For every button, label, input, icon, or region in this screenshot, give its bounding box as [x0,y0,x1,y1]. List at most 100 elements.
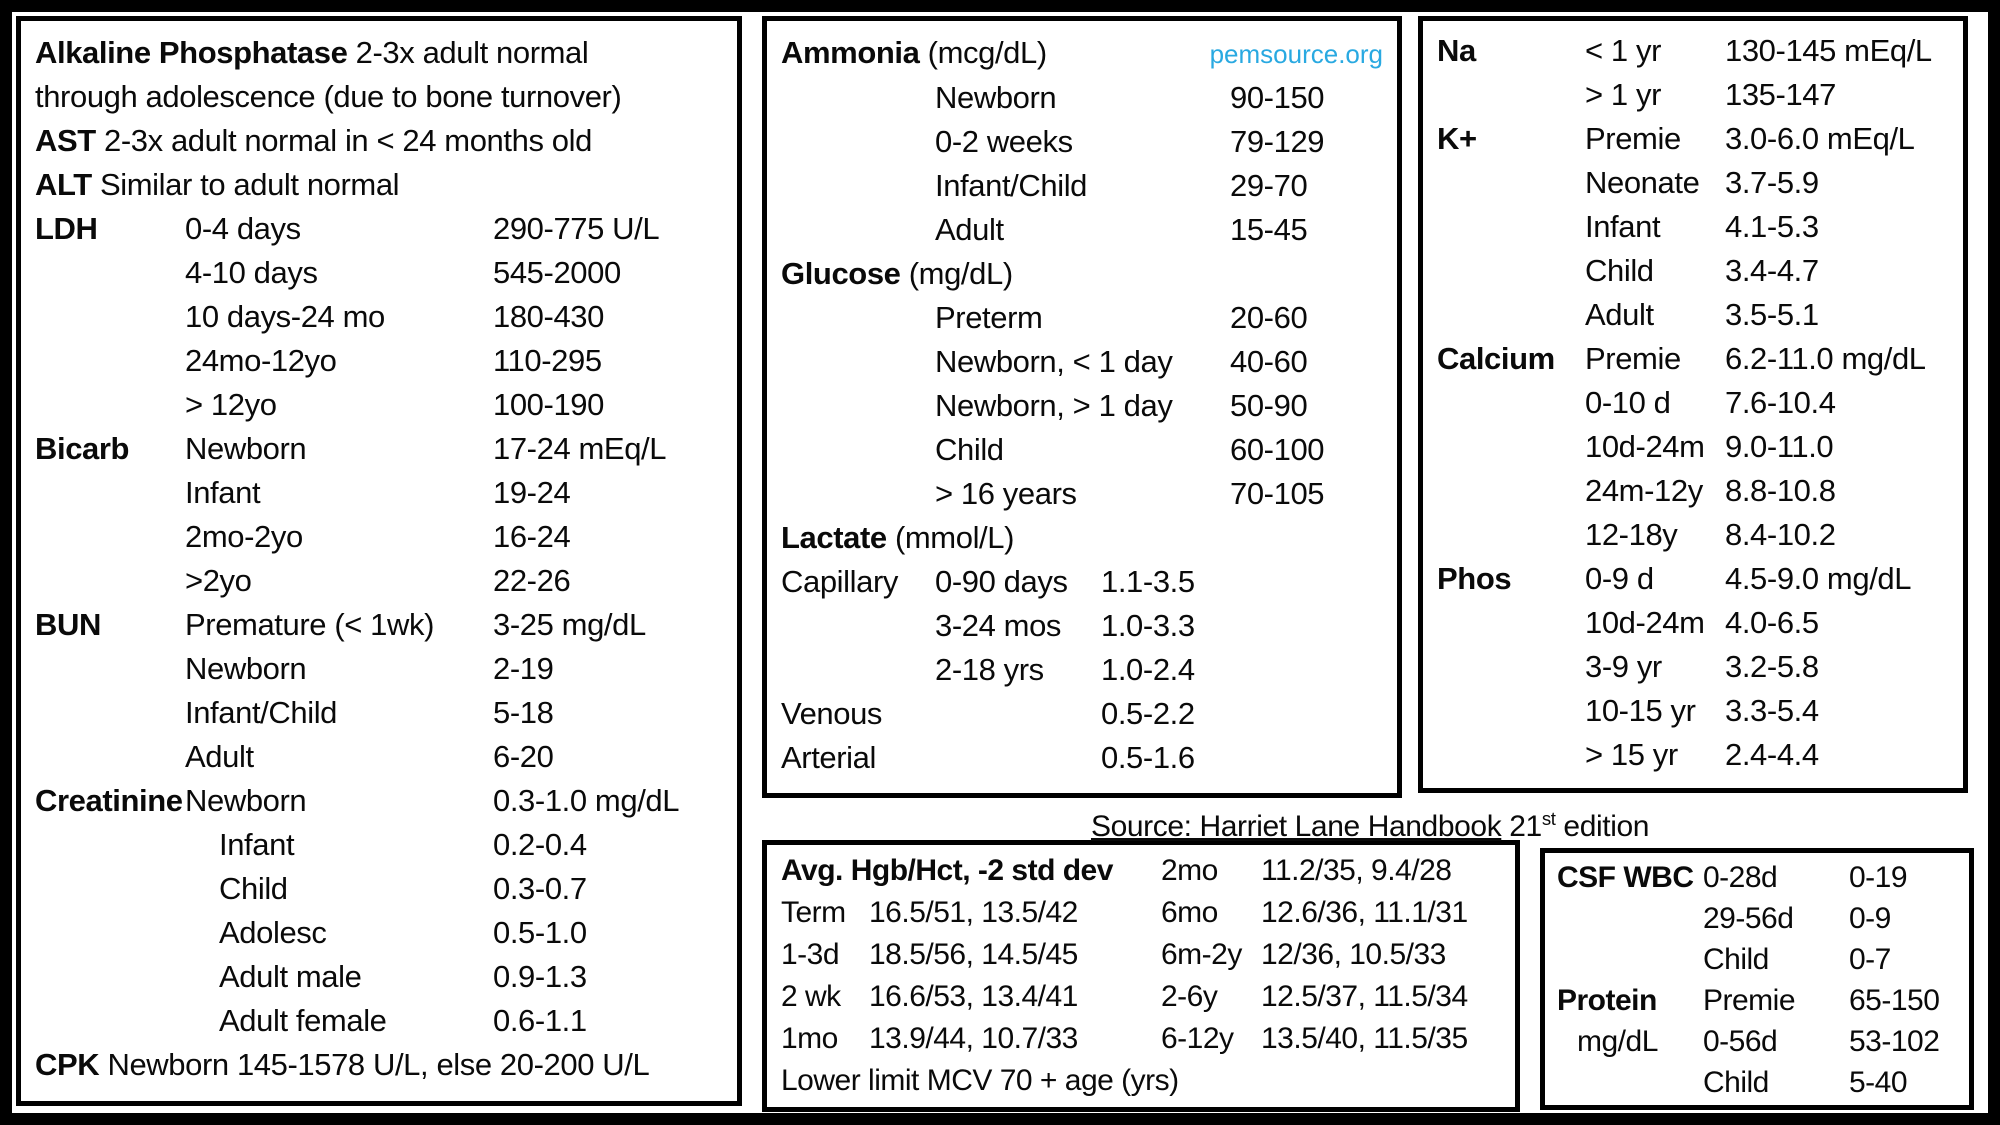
range-value: 3.7-5.9 [1725,165,1819,200]
age-group: 0-56d [1703,1025,1778,1058]
table-row: > 16 years 70-105 [781,472,1383,516]
range-value: 65-150 [1849,984,1940,1017]
age-group: 24m-12y [1585,473,1703,508]
age-group: > 12yo [185,387,277,422]
table-row: Infant/Child 5-18 [35,691,723,735]
range-value: 60-100 [1230,432,1325,467]
age-group: 6m-2y [1161,938,1242,971]
table-row: Child 0-7 [1557,939,1957,980]
table-row: 0-10 d 7.6-10.4 [1437,381,1949,425]
sample-type-label: Arterial [781,740,876,775]
hgb-entry: 6m-2y 12/36, 10.5/33 [1161,934,1501,976]
analyte-label: BUN [35,607,101,642]
table-row: Venous 0.5-2.2 [781,692,1383,736]
table-row: 12-18y 8.4-10.2 [1437,513,1949,557]
analyte-label [1557,939,1703,980]
hgb-entry: 1-3d 18.5/56, 14.5/45 [781,934,1161,976]
source-citation: Source: Harriet Lane Handbook [1090,810,1502,843]
age-group: Adult male [219,959,362,994]
site-link[interactable]: pemsource.org [1209,39,1383,69]
analyte-label [35,999,185,1043]
hgb-hct-values: 11.2/35, 9.4/28 [1261,854,1452,887]
hgb-hct-values: 12/36, 10.5/33 [1261,938,1446,971]
table-row: 10-15 yr 3.3-5.4 [1437,689,1949,733]
hgb-entry: 6-12y 13.5/40, 11.5/35 [1161,1018,1501,1060]
range-value: 6.2-11.0 mg/dL [1725,341,1926,376]
table-row: Preterm 20-60 [781,296,1383,340]
table-row: 10d-24m 4.0-6.5 [1437,601,1949,645]
analyte-label [35,735,185,779]
range-value: 8.4-10.2 [1725,517,1836,552]
hgb-entry: Term 16.5/51, 13.5/42 [781,892,1161,934]
age-group: Infant [1585,209,1661,244]
analyte-label [35,559,185,603]
range-value: 545-2000 [493,255,621,290]
range-value: 0-19 [1849,861,1908,894]
range-value: 4.1-5.3 [1725,209,1819,244]
table-row: > 12yo 100-190 [35,383,723,427]
table-row: Infant/Child 29-70 [781,164,1383,208]
lactate-header: Lactate (mmol/L) [781,516,1383,560]
edition-word: edition [1555,810,1650,843]
alk-phos-note-line1: Alkaline Phosphatase 2-3x adult normal [35,31,723,75]
range-value: 3.0-6.0 mEq/L [1725,121,1915,156]
age-group: 10d-24m [1585,429,1705,464]
table-row: Infant 19-24 [35,471,723,515]
age-group: Infant/Child [185,695,338,730]
age-group: Newborn, > 1 day [935,388,1173,423]
analyte-label [1437,381,1585,425]
age-group: > 15 yr [1585,737,1678,772]
age-group: 0-90 days [935,564,1068,599]
range-value: 22-26 [493,563,571,598]
age-group: Premie [1585,121,1681,156]
chemistry-panel: Alkaline Phosphatase 2-3x adult normal t… [16,16,742,1106]
range-value: 3.2-5.8 [1725,649,1819,684]
analyte-label: LDH [35,211,98,246]
range-value: 3.3-5.4 [1725,693,1819,728]
age-group: 0-2 weeks [935,124,1073,159]
analyte-label: Ammonia [781,35,920,70]
electrolyte-panel: Na < 1 yr 130-145 mEq/L > 1 yr 135-147 K+ Pr… [1418,16,1968,793]
table-row: Newborn 90-150 [781,76,1383,120]
age-group: Adult female [219,1003,387,1038]
age-group: 2mo [1161,854,1218,887]
table-row: Term 16.5/51, 13.5/42 6mo 12.6/36, 11.1/31 [781,892,1501,934]
range-value: 50-90 [1230,388,1308,423]
range-value: 2-19 [493,651,554,686]
analyte-label [35,691,185,735]
sample-type-label: Venous [781,696,883,731]
age-group: 0-9 d [1585,561,1654,596]
table-row: Infant 4.1-5.3 [1437,205,1949,249]
age-group: 2-18 yrs [935,652,1044,687]
hgb-entry: 6mo 12.6/36, 11.1/31 [1161,892,1501,934]
note-text: through adolescence (due to bone turnove… [35,79,622,114]
age-group: Adolesc [219,915,327,950]
unit-label: (mg/dL) [900,256,1013,291]
range-value: 135-147 [1725,77,1836,112]
range-value: 1.0-2.4 [1101,652,1195,687]
analyte-label [1437,645,1585,689]
table-row: 24mo-12yo 110-295 [35,339,723,383]
section-title: Avg. Hgb/Hct, -2 std dev [781,854,1113,887]
analyte-label [1437,161,1585,205]
table-row: K+ Premie 3.0-6.0 mEq/L [1437,117,1949,161]
range-value: 7.6-10.4 [1725,385,1836,420]
range-value: 19-24 [493,475,571,510]
table-row: 1mo 13.9/44, 10.7/33 6-12y 13.5/40, 11.5/3… [781,1018,1501,1060]
table-row: Adult male 0.9-1.3 [35,955,723,999]
table-row: 29-56d 0-9 [1557,898,1957,939]
metabolic-panel: Ammonia (mcg/dL) pemsource.org Newborn 90… [762,16,1402,798]
analyte-label [1437,73,1585,117]
note-text: Similar to adult normal [91,167,400,202]
range-value: 100-190 [493,387,604,422]
range-value: 40-60 [1230,344,1308,379]
ordinal-suffix: st [1541,808,1556,829]
age-group: 10 days-24 mo [185,299,385,334]
analyte-label [1437,293,1585,337]
range-value: 0.5-2.2 [1101,696,1195,731]
age-group: Infant [219,827,295,862]
range-value: 1.1-3.5 [1101,564,1195,599]
alt-note: ALT Similar to adult normal [35,163,723,207]
range-value: 29-70 [1230,168,1308,203]
